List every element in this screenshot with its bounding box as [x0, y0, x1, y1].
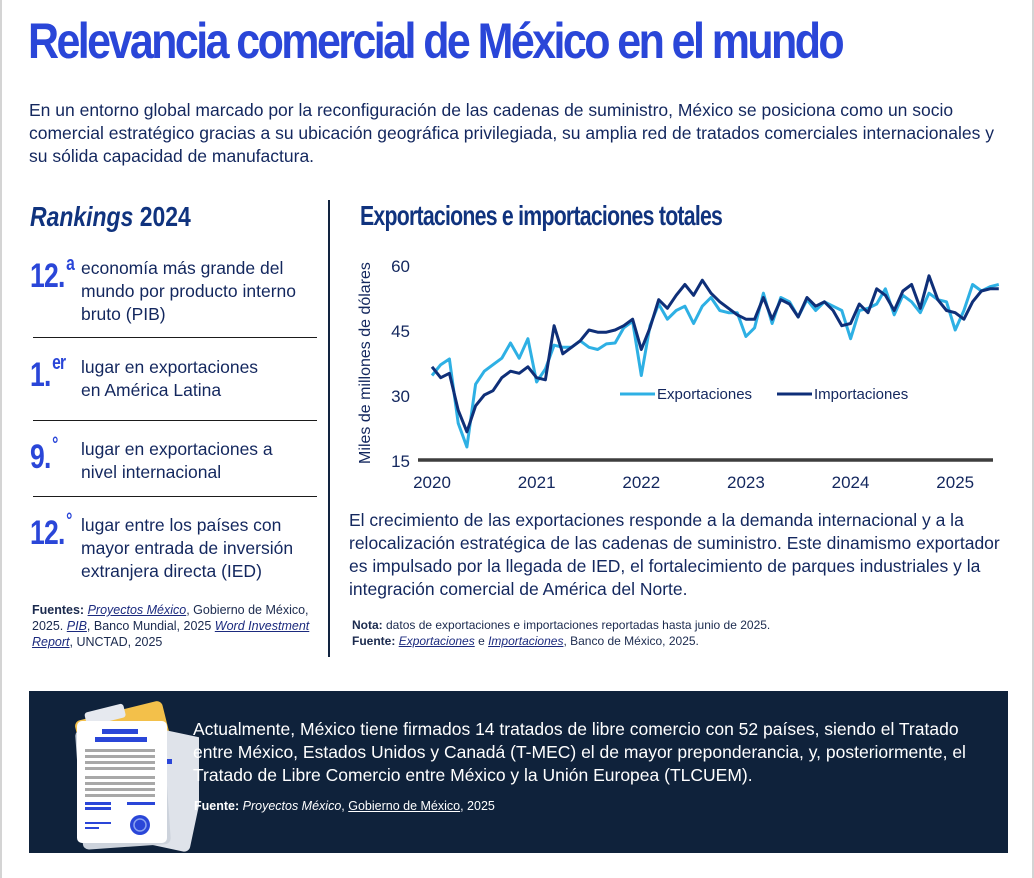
x-tick-label: 2025: [936, 473, 974, 492]
column-divider: [328, 200, 330, 657]
rankings-title-year: 2024: [139, 201, 191, 232]
ranking-text: lugar en exportaciones en América Latina: [81, 357, 259, 400]
x-tick-label: 2022: [622, 473, 660, 492]
ranking-text: lugar entre los países con mayor entrada…: [81, 515, 294, 581]
x-tick-label: 2021: [518, 473, 556, 492]
ranking-separator: [33, 337, 317, 338]
chart-title: Exportaciones e importaciones totales: [360, 200, 723, 231]
series-line-exportaciones: [430, 283, 1000, 449]
y-axis-label: Miles de millones de dólares: [357, 262, 374, 464]
series-line-importaciones: [430, 274, 999, 434]
ranking-number: 12.a: [30, 253, 75, 295]
page-border-right: [1032, 0, 1034, 878]
rankings-title: Rankings 2024: [30, 201, 191, 233]
trade-line-chart: Miles de millones de dólares 15 30 45 60 2020…: [357, 257, 1000, 492]
source-link-pib[interactable]: PIB: [66, 619, 87, 633]
y-tick-label: 60: [391, 257, 410, 276]
x-tick-label: 2024: [832, 473, 870, 492]
ranking-separator: [33, 496, 317, 497]
ranking-text: lugar en exportaciones a nivel internaci…: [81, 439, 273, 482]
source-link-exportaciones[interactable]: Exportaciones: [398, 634, 475, 648]
ranking-separator: [33, 420, 317, 421]
ranking-number: 9.°: [30, 434, 58, 476]
legend-label-exportaciones: Exportaciones: [657, 386, 752, 403]
page-border-left: [0, 0, 2, 878]
page-title: Relevancia comercial de México en el mun…: [28, 13, 845, 69]
x-tick-label: 2023: [727, 473, 765, 492]
source-link-importaciones[interactable]: Importaciones: [488, 634, 564, 648]
chart-source: Fuente: Exportaciones e Importaciones, B…: [352, 634, 699, 648]
legend-label-importaciones: Importaciones: [814, 386, 908, 403]
ranking-number: 12.°: [30, 510, 72, 552]
ranking-text: economía más grande del mundo por produc…: [81, 258, 296, 324]
y-tick-label: 15: [391, 452, 410, 471]
y-tick-label: 30: [391, 387, 410, 406]
chart-notes: Nota: datos de exportaciones e importaci…: [352, 617, 1012, 649]
chart-note: Nota: datos de exportaciones e importaci…: [352, 618, 771, 632]
treaties-callout: Actualmente, México tiene firmados 14 tr…: [29, 691, 1008, 853]
intro-paragraph: En un entorno global marcado por la reco…: [29, 100, 994, 166]
treaties-text: Actualmente, México tiene firmados 14 tr…: [193, 719, 966, 785]
source-link-proyectos[interactable]: Proyectos México: [87, 603, 187, 617]
rankings-title-word: Rankings: [30, 201, 134, 232]
treaties-source: Fuente: Proyectos México, Gobierno de Mé…: [194, 799, 495, 813]
source-link-wir[interactable]: Word Investment Report: [32, 619, 310, 649]
ranking-number: 1.er: [30, 352, 66, 394]
rankings-sources: Fuentes: Proyectos México, Gobierno de M…: [32, 603, 310, 649]
y-tick-label: 45: [391, 322, 410, 341]
document-folder-icon: [75, 701, 199, 852]
source-link-gobierno[interactable]: Gobierno de México: [348, 799, 461, 813]
chart-description: El crecimiento de las exportaciones resp…: [349, 510, 1000, 599]
x-tick-label: 2020: [413, 473, 451, 492]
